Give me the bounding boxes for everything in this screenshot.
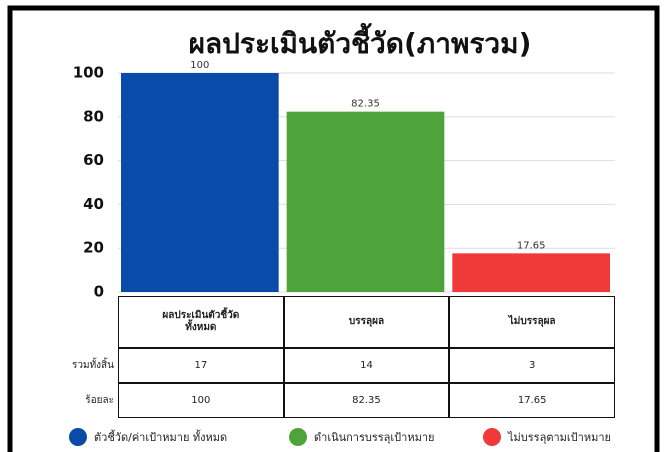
x-tick-label: ผลประเมินตัวชี้วัด ทั้งหมด: [118, 296, 284, 348]
bar: [286, 111, 445, 292]
legend-swatch: [69, 428, 87, 446]
legend-label: ดำเนินการบรรลุเป้าหมาย: [314, 431, 434, 444]
data-label: 17.65: [517, 240, 546, 251]
y-tick-label: 60: [83, 151, 104, 169]
y-tick-label: 100: [73, 64, 104, 82]
data-label: 82.35: [351, 99, 380, 110]
y-tick-label: 80: [83, 107, 104, 125]
table-cell: 100: [118, 383, 284, 418]
table-cell: 14: [283, 348, 450, 383]
table-cell: 82.35: [283, 383, 450, 418]
data-label: 100: [190, 60, 209, 71]
x-tick-label: บรรลุผล: [283, 296, 450, 348]
y-tick-label: 0: [94, 283, 104, 301]
legend-swatch: [483, 428, 501, 446]
table-cell: 17: [118, 348, 284, 383]
bar: [121, 73, 279, 292]
legend-swatch: [289, 428, 307, 446]
table-cell: 17.65: [449, 383, 615, 418]
row-label: ร้อยละ: [85, 395, 114, 406]
chart-title: ผลประเมินตัวชี้วัด(ภาพรวม): [189, 22, 532, 60]
x-tick-label: ไม่บรรลุผล: [449, 296, 615, 348]
y-tick-label: 40: [83, 195, 104, 213]
bar: [452, 253, 610, 292]
legend-label: ไม่บรรลุตามเป้าหมาย: [507, 431, 611, 444]
frame: [7, 5, 660, 452]
table-cell: 3: [449, 348, 615, 383]
y-tick-label: 20: [83, 239, 104, 257]
row-label: รวมทั้งสิ้น: [72, 360, 114, 371]
legend-label: ตัวชี้วัด/ค่าเป้าหมาย ทั้งหมด: [94, 429, 227, 444]
